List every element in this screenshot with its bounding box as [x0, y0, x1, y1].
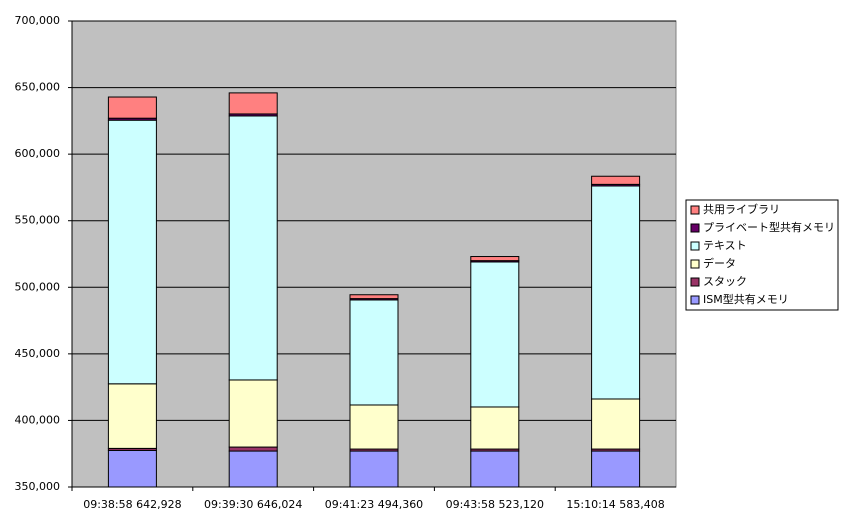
legend-label: テキスト [703, 239, 747, 252]
x-tick-label: 09:43:58 523,120 [446, 498, 544, 511]
bar-segment [228, 115, 278, 381]
legend-label: スタック [703, 275, 747, 288]
x-tick-label: 09:41:23 494,360 [325, 498, 423, 511]
y-tick-label: 400,000 [15, 413, 61, 426]
y-tick-label: 700,000 [15, 14, 61, 27]
legend-swatch [690, 295, 700, 305]
bar-segment [349, 294, 399, 300]
x-tick-label: 09:39:30 646,024 [204, 498, 302, 511]
legend-label: ISM型共有メモリ [703, 292, 789, 306]
y-tick-label: 550,000 [15, 214, 61, 227]
legend-label: 共用ライブラリ [703, 202, 780, 216]
legend [685, 199, 839, 311]
bar-segment [228, 450, 278, 488]
bar-segment [349, 450, 399, 488]
bar-segment [349, 404, 399, 450]
bar-segment [107, 96, 157, 119]
y-tick-label: 650,000 [15, 81, 61, 94]
x-tick-label: 09:38:58 642,928 [83, 498, 181, 511]
bar-segment [591, 450, 641, 488]
legend-label: プライベート型共有メモリ [703, 220, 835, 234]
bar-segment [107, 119, 157, 385]
bar-segment [349, 299, 399, 406]
bar-segment [228, 379, 278, 448]
legend-label: データ [703, 256, 736, 270]
legend-swatch [690, 241, 700, 251]
bar-segment [591, 175, 641, 185]
y-tick-label: 450,000 [15, 347, 61, 360]
bar-segment [228, 92, 278, 115]
y-tick-label: 350,000 [15, 480, 61, 493]
bar-segment [228, 446, 278, 452]
bar-segment [470, 406, 520, 450]
legend-swatch [690, 205, 700, 215]
bar-segment [591, 185, 641, 400]
legend-swatch [690, 223, 700, 233]
legend-swatch [690, 277, 700, 287]
bar-segment [470, 261, 520, 408]
bar-segment [591, 398, 641, 450]
y-tick-label: 600,000 [15, 147, 61, 160]
bar-segment [470, 450, 520, 488]
bar-segment [470, 256, 520, 262]
bar-segment [107, 449, 157, 488]
legend-swatch [690, 259, 700, 269]
y-tick-label: 500,000 [15, 280, 61, 293]
x-tick-label: 15:10:14 583,408 [566, 498, 664, 511]
bar-segment [107, 383, 157, 449]
